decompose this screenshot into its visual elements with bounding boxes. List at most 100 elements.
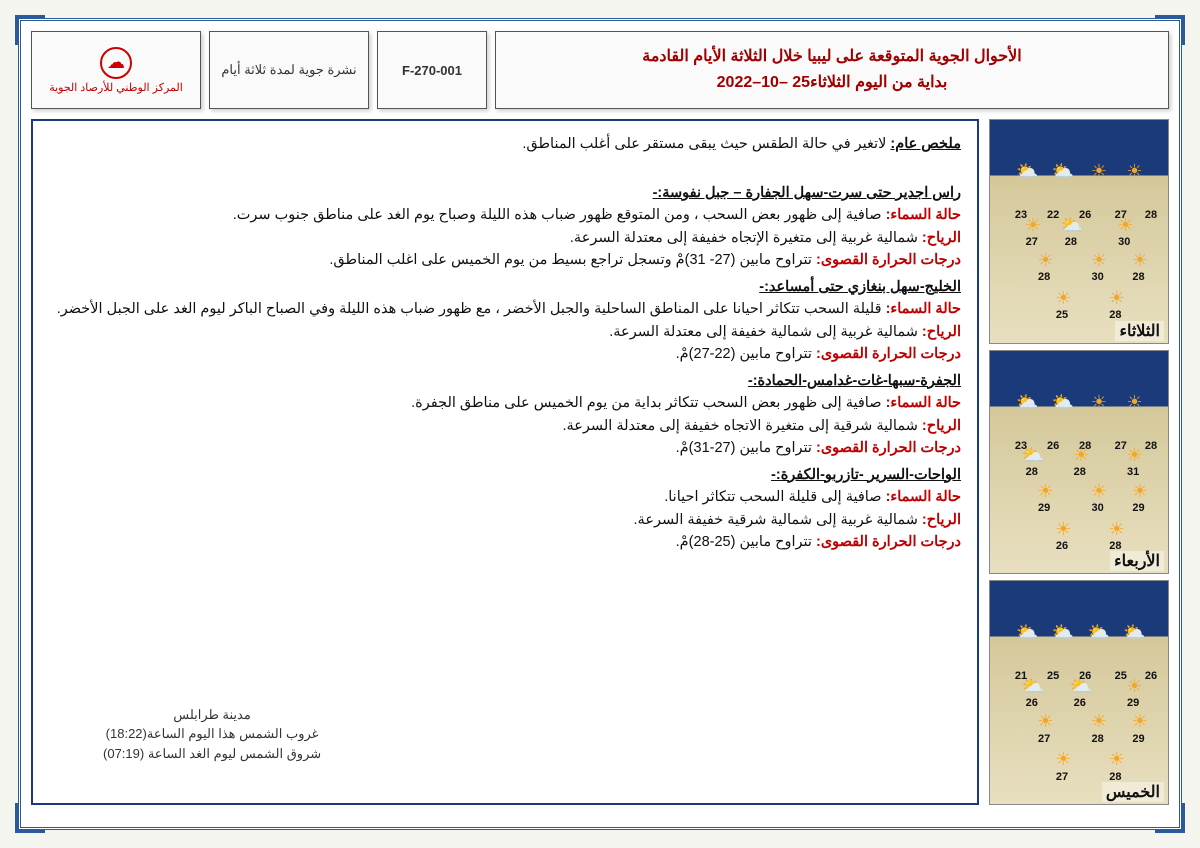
- temperature-value: 26: [1047, 440, 1059, 452]
- temperature-value: 30: [1091, 271, 1103, 283]
- sun-icon: ☀: [1035, 249, 1057, 271]
- temp-text: تتراوح مابين (25-28)مْ.: [676, 534, 812, 550]
- sunset-time: غروب الشمس هذا اليوم الساعة(18:22): [103, 724, 321, 744]
- region-title: راس اجدير حتى سرت-سهل الجفارة – جبل نفوس…: [49, 182, 961, 204]
- temperature-value: 29: [1038, 502, 1050, 514]
- sky-text: صافية إلى ظهور بعض السحب تتكاثر بداية من…: [411, 395, 881, 411]
- temperature-value: 31: [1127, 466, 1139, 478]
- temp-text: تتراوح مابين (22-27)مْ.: [676, 346, 812, 362]
- sun-times-box: مدينة طرابلس غروب الشمس هذا اليوم الساعة…: [103, 705, 321, 764]
- forecast-map: ⛅⛅⛅⛅2125262526⛅26⛅26☀29☀27☀28☀29☀27☀28ال…: [989, 580, 1169, 805]
- cloud-sun-icon: ⛅: [1017, 621, 1039, 643]
- sun-icon: ☀: [1088, 480, 1110, 502]
- sun-icon: ☀: [1124, 391, 1146, 413]
- sun-icon: ☀: [1088, 160, 1110, 182]
- wind-text: شمالية غربية إلى شمالية شرقية خفيفة السر…: [634, 512, 918, 528]
- temperature-value: 28: [1109, 540, 1121, 552]
- wind-label: الرياح:: [922, 512, 961, 528]
- wind-label: الرياح:: [922, 324, 961, 340]
- header-row: ☁ المركز الوطني للأرصاد الجوية نشرة جوية…: [31, 31, 1169, 109]
- sky-text: قليلة السحب تتكاثر احيانا على المناطق ال…: [57, 301, 882, 317]
- region-title: الجفرة-سبها-غات-غدامس-الحمادة:-: [49, 370, 961, 392]
- wind-line: الرياح: شمالية غربية إلى متغيرة الإتجاه …: [49, 227, 961, 249]
- forecast-map: ⛅⛅☀☀2326282728⛅28☀28☀31☀29☀30☀29☀26☀28ال…: [989, 350, 1169, 575]
- cloud-sun-icon: ⛅: [1052, 391, 1074, 413]
- sky-label: حالة السماء:: [886, 489, 961, 505]
- region-title: الواحات-السرير -تازربو-الكفرة:-: [49, 464, 961, 486]
- temperature-value: 30: [1091, 502, 1103, 514]
- temperature-value: 30: [1118, 236, 1130, 248]
- corner-decoration: [1155, 803, 1185, 833]
- temp-label: درجات الحرارة القصوى:: [816, 346, 961, 362]
- sun-icon: ☀: [1129, 249, 1151, 271]
- temperature-value: 28: [1145, 440, 1157, 452]
- region-title: الخليج-سهل بنغازي حتى أمساعد:-: [49, 276, 961, 298]
- sun-icon: ☀: [1106, 748, 1128, 770]
- temperature-value: 29: [1132, 733, 1144, 745]
- temp-label: درجات الحرارة القصوى:: [816, 440, 961, 456]
- cloud-sun-icon: ⛅: [1088, 621, 1110, 643]
- temperature-value: 26: [1145, 670, 1157, 682]
- sun-icon: ☀: [1129, 710, 1151, 732]
- sky-line: حالة السماء: صافية إلى قليلة السحب تتكاث…: [49, 486, 961, 508]
- temperature-value: 28: [1109, 309, 1121, 321]
- forecast-maps-column: ⛅⛅☀☀2322262728☀27⛅28☀30☀28☀30☀28☀25☀28ال…: [989, 119, 1169, 805]
- summary-text: لاتغير في حالة الطقس حيث يبقى مستقر على …: [522, 136, 886, 152]
- sun-icon: ☀: [1052, 518, 1074, 540]
- temperature-value: 28: [1038, 271, 1050, 283]
- sun-city: مدينة طرابلس: [103, 705, 321, 725]
- sun-icon: ☀: [1022, 214, 1044, 236]
- corner-decoration: [15, 15, 45, 45]
- temperature-value: 27: [1026, 236, 1038, 248]
- cloud-sun-icon: ⛅: [1124, 621, 1146, 643]
- region-block: الواحات-السرير -تازربو-الكفرة:-حالة السم…: [49, 464, 961, 554]
- region-block: الخليج-سهل بنغازي حتى أمساعد:-حالة السما…: [49, 276, 961, 366]
- temperature-value: 25: [1047, 670, 1059, 682]
- main-content: ⛅⛅☀☀2322262728☀27⛅28☀30☀28☀30☀28☀25☀28ال…: [31, 119, 1169, 805]
- document-frame: ☁ المركز الوطني للأرصاد الجوية نشرة جوية…: [18, 18, 1182, 830]
- temperature-value: 28: [1132, 271, 1144, 283]
- temperature-value: 28: [1065, 236, 1077, 248]
- sun-icon: ☀: [1052, 287, 1074, 309]
- org-logo-cell: ☁ المركز الوطني للأرصاد الجوية: [31, 31, 201, 109]
- temperature-value: 29: [1127, 697, 1139, 709]
- wind-label: الرياح:: [922, 418, 961, 434]
- map-day-label: الخميس: [1102, 782, 1164, 802]
- temp-line: درجات الحرارة القصوى: تتراوح مابين (25-2…: [49, 531, 961, 553]
- bulletin-type: نشرة جوية لمدة ثلاثة أيام: [209, 31, 369, 109]
- wind-label: الرياح:: [922, 230, 961, 246]
- temperature-value: 26: [1056, 540, 1068, 552]
- temperature-value: 28: [1026, 466, 1038, 478]
- wind-line: الرياح: شمالية غربية إلى شمالية خفيفة إل…: [49, 321, 961, 343]
- cloud-sun-icon: ⛅: [1052, 621, 1074, 643]
- sun-icon: ☀: [1035, 710, 1057, 732]
- org-name: المركز الوطني للأرصاد الجوية: [49, 81, 183, 94]
- temperature-value: 28: [1074, 466, 1086, 478]
- sky-label: حالة السماء:: [886, 207, 961, 223]
- temperature-value: 26: [1074, 697, 1086, 709]
- title-line-2: بداية من اليوم الثلاثاء25 –10–2022: [717, 70, 948, 96]
- cloud-sun-icon: ⛅: [1017, 391, 1039, 413]
- sunrise-time: شروق الشمس ليوم الغد الساعة (07:19): [103, 744, 321, 764]
- temp-text: تتراوح مابين (27- 31)مْ وتسجل تراجع بسيط…: [329, 252, 812, 268]
- sun-icon: ☀: [1088, 710, 1110, 732]
- cloud-sun-icon: ⛅: [1061, 214, 1083, 236]
- sun-icon: ☀: [1129, 480, 1151, 502]
- sky-line: حالة السماء: صافية إلى ظهور بعض السحب تت…: [49, 392, 961, 414]
- temperature-value: 25: [1056, 309, 1068, 321]
- temperature-value: 28: [1091, 733, 1103, 745]
- title-line-1: الأحوال الجوية المتوقعة على ليبيا خلال ا…: [642, 44, 1021, 70]
- sun-icon: ☀: [1035, 480, 1057, 502]
- wind-line: الرياح: شمالية غربية إلى شمالية شرقية خف…: [49, 509, 961, 531]
- sun-icon: ☀: [1106, 287, 1128, 309]
- temp-text: تتراوح مابين (27-31)مْ.: [676, 440, 812, 456]
- temperature-value: 27: [1056, 771, 1068, 783]
- forecast-text-panel: ملخص عام: لاتغير في حالة الطقس حيث يبقى …: [31, 119, 979, 805]
- map-day-label: الأربعاء: [1110, 551, 1164, 571]
- sky-line: حالة السماء: قليلة السحب تتكاثر احيانا ع…: [49, 298, 961, 320]
- temperature-value: 28: [1109, 771, 1121, 783]
- sun-icon: ☀: [1124, 444, 1146, 466]
- cloud-sun-icon: ⛅: [1022, 444, 1044, 466]
- forecast-map: ⛅⛅☀☀2322262728☀27⛅28☀30☀28☀30☀28☀25☀28ال…: [989, 119, 1169, 344]
- temp-line: درجات الحرارة القصوى: تتراوح مابين (22-2…: [49, 343, 961, 365]
